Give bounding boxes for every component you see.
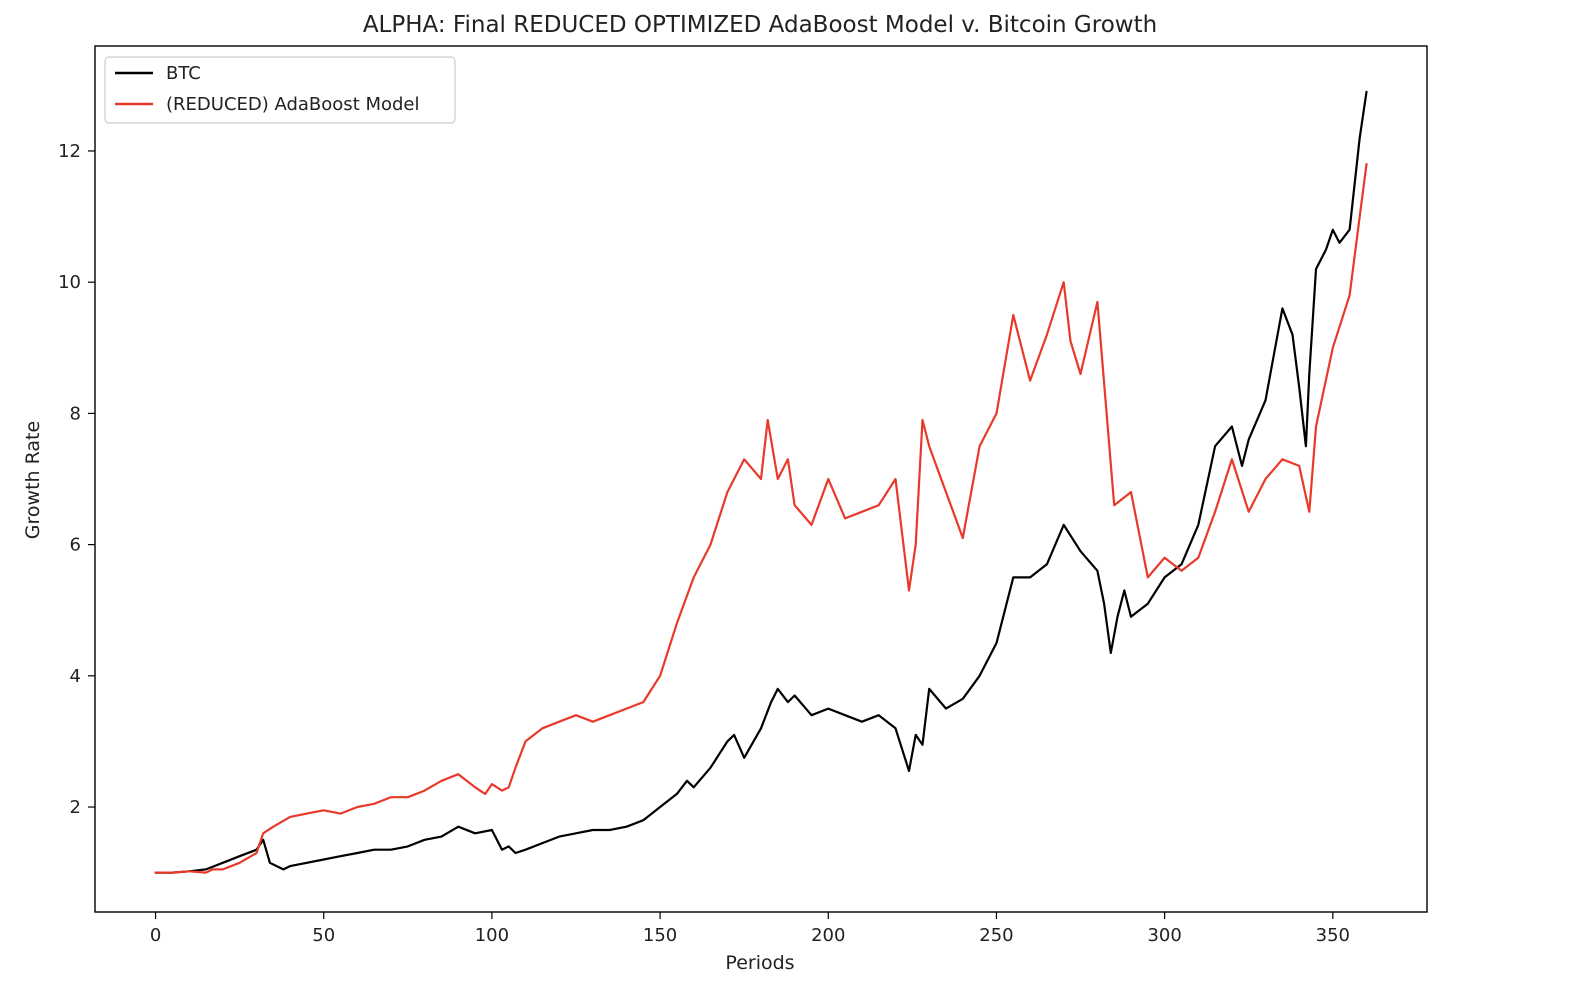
- chart-title: ALPHA: Final REDUCED OPTIMIZED AdaBoost …: [363, 12, 1157, 38]
- x-tick-label: 250: [979, 925, 1013, 946]
- y-axis: 2 4 6 8 10 12: [58, 141, 95, 818]
- legend-label-btc: BTC: [166, 63, 201, 84]
- y-tick-label: 6: [70, 535, 81, 556]
- legend-box: [104, 56, 456, 124]
- x-tick-label: 200: [811, 925, 845, 946]
- x-axis: 0 50 100 150 200 250 300 350: [150, 912, 1350, 946]
- legend: BTC (REDUCED) AdaBoost Model: [104, 56, 456, 124]
- y-tick-label: 10: [58, 272, 81, 293]
- x-tick-label: 300: [1147, 925, 1181, 946]
- x-tick-label: 350: [1316, 925, 1350, 946]
- x-tick-label: 50: [312, 925, 335, 946]
- x-tick-label: 0: [150, 925, 161, 946]
- y-axis-label: Growth Rate: [22, 421, 44, 539]
- y-tick-label: 2: [70, 797, 81, 818]
- series-line-adaboost: [154, 163, 1368, 874]
- y-tick-label: 4: [70, 666, 81, 687]
- x-tick-label: 100: [475, 925, 509, 946]
- legend-label-adaboost: (REDUCED) AdaBoost Model: [166, 94, 420, 115]
- plot-area: [94, 45, 1428, 913]
- series-line-btc: [154, 90, 1368, 874]
- series-layer: [154, 90, 1368, 874]
- x-axis-label: Periods: [725, 952, 794, 974]
- y-tick-label: 8: [70, 403, 81, 424]
- x-tick-label: 150: [643, 925, 677, 946]
- y-tick-label: 12: [58, 141, 81, 162]
